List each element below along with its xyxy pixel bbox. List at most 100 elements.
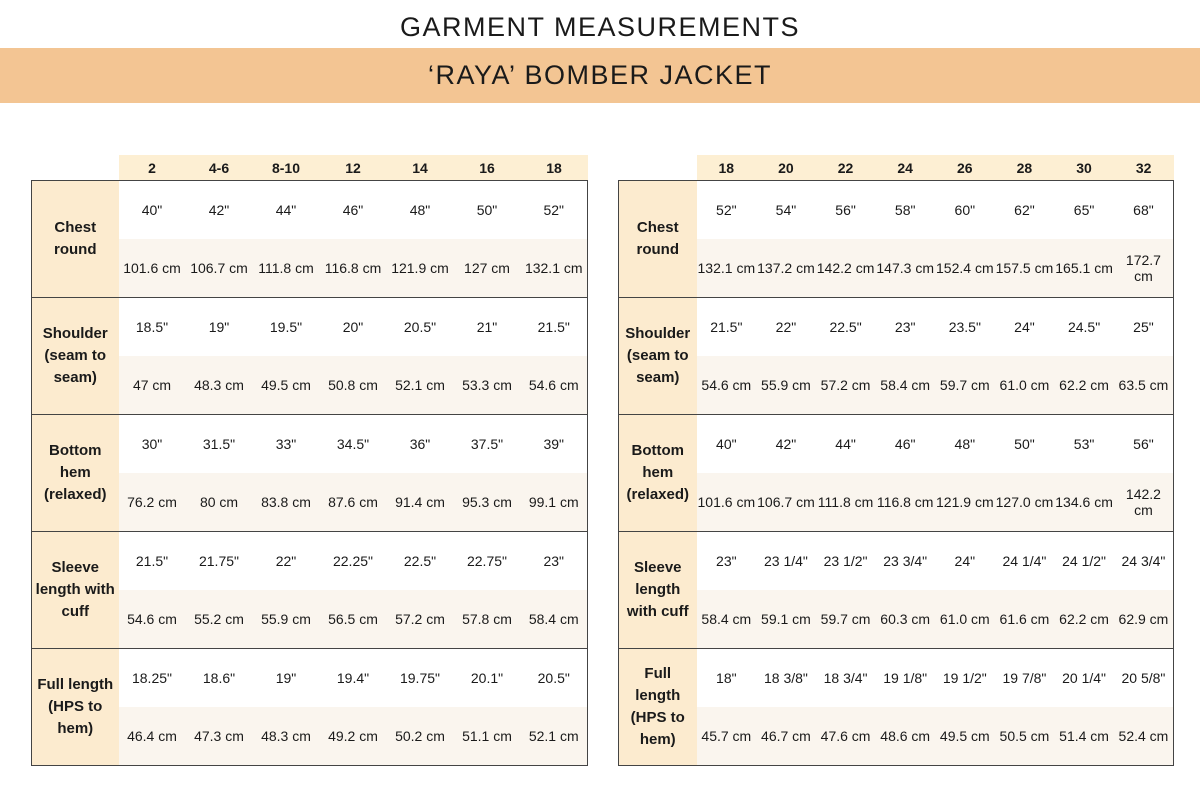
inch-value: 40" <box>696 414 757 473</box>
inch-value: 24 1/2" <box>1054 531 1114 590</box>
measurement-label: Full length (HPS to hem) <box>31 648 119 766</box>
cm-value: 95.3 cm <box>453 473 521 532</box>
measurement-group: Full length (HPS to hem) 18" 18 3/8" 18 3/4… <box>618 648 1174 766</box>
subtitle-band <box>0 48 1200 103</box>
inch-value: 33" <box>252 414 320 473</box>
cm-value: 59.7 cm <box>815 590 876 649</box>
inch-row: Shoulder (seam to seam) 18.5" 19" 19.5" 20" 2… <box>31 297 588 415</box>
cm-value: 46.7 cm <box>756 707 816 766</box>
cm-value: 116.8 cm <box>875 473 935 532</box>
cm-value: 50.8 cm <box>319 356 387 415</box>
inch-value: 42" <box>756 414 816 473</box>
cm-value: 99.1 cm <box>520 473 588 532</box>
inch-value: 36" <box>386 414 454 473</box>
cm-value: 50.5 cm <box>994 707 1055 766</box>
inch-value: 18.25" <box>118 648 186 707</box>
cm-value: 47.6 cm <box>815 707 876 766</box>
inch-value: 22.5" <box>386 531 454 590</box>
cm-row: 132.1 cm 137.2 cm 142.2 cm 147.3 cm 152.4 cm… <box>619 239 1174 298</box>
size-header: 12 <box>319 155 387 181</box>
measurement-label: Chest round <box>31 180 119 298</box>
inch-value: 18.6" <box>185 648 253 707</box>
inch-value: 21" <box>453 297 521 356</box>
inch-value: 39" <box>520 414 588 473</box>
inch-row: Chest round 40" 42" 44" 46" 48" 50" 52" <box>31 180 588 298</box>
inch-row: Chest round 52" 54" 56" 58" 60" 62" 65" 68" <box>618 180 1174 298</box>
cm-value: 52.1 cm <box>386 356 454 415</box>
cm-value: 56.5 cm <box>319 590 387 649</box>
inch-value: 18.5" <box>118 297 186 356</box>
measurement-label: Shoulder (seam to seam) <box>618 297 697 415</box>
cm-value: 165.1 cm <box>1054 239 1114 298</box>
inch-value: 24" <box>935 531 995 590</box>
size-header: 18 <box>520 155 588 181</box>
inch-value: 23" <box>696 531 757 590</box>
cm-value: 51.4 cm <box>1054 707 1114 766</box>
cm-value: 116.8 cm <box>319 239 387 298</box>
cm-value: 47.3 cm <box>185 707 253 766</box>
cm-row: 46.4 cm 47.3 cm 48.3 cm 49.2 cm 50.2 cm 51.1 … <box>32 707 588 766</box>
inch-value: 19.75" <box>386 648 454 707</box>
cm-value: 142.2 cm <box>1113 473 1174 532</box>
cm-value: 51.1 cm <box>453 707 521 766</box>
cm-value: 58.4 cm <box>520 590 588 649</box>
inch-value: 42" <box>185 180 253 239</box>
inch-row: Full length (HPS to hem) 18" 18 3/8" 18 3/4… <box>618 648 1174 766</box>
inch-row: Sleeve length with cuff 21.5" 21.75" 22" 22.… <box>31 531 588 649</box>
size-header: 30 <box>1054 155 1114 181</box>
inch-value: 56" <box>1113 414 1174 473</box>
inch-value: 19" <box>185 297 253 356</box>
cm-value: 46.4 cm <box>118 707 186 766</box>
inch-value: 52" <box>520 180 588 239</box>
header-corner <box>31 155 119 181</box>
cm-value: 87.6 cm <box>319 473 387 532</box>
inch-value: 20 5/8" <box>1113 648 1174 707</box>
cm-value: 47 cm <box>118 356 186 415</box>
inch-value: 20.1" <box>453 648 521 707</box>
size-header: 28 <box>994 155 1055 181</box>
cm-value: 91.4 cm <box>386 473 454 532</box>
inch-value: 37.5" <box>453 414 521 473</box>
inch-value: 21.75" <box>185 531 253 590</box>
cm-row: 45.7 cm 46.7 cm 47.6 cm 48.6 cm 49.5 cm 50.5 … <box>619 707 1174 766</box>
cm-value: 80 cm <box>185 473 253 532</box>
cm-value: 157.5 cm <box>994 239 1055 298</box>
inch-value: 53" <box>1054 414 1114 473</box>
inch-value: 44" <box>815 414 876 473</box>
inch-value: 52" <box>696 180 757 239</box>
cm-row: 47 cm 48.3 cm 49.5 cm 50.8 cm 52.1 cm 53.3 cm… <box>32 356 588 415</box>
inch-value: 24.5" <box>1054 297 1114 356</box>
page-title: GARMENT MEASUREMENTS <box>399 12 801 42</box>
cm-value: 61.6 cm <box>994 590 1055 649</box>
inch-value: 46" <box>319 180 387 239</box>
inch-value: 19 1/8" <box>875 648 935 707</box>
cm-value: 111.8 cm <box>815 473 876 532</box>
inch-value: 25" <box>1113 297 1174 356</box>
inch-value: 30" <box>118 414 186 473</box>
measurement-label: Chest round <box>618 180 697 298</box>
inch-value: 44" <box>252 180 320 239</box>
inch-value: 24 1/4" <box>994 531 1055 590</box>
cm-value: 106.7 cm <box>756 473 816 532</box>
inch-value: 21.5" <box>696 297 757 356</box>
cm-value: 111.8 cm <box>252 239 320 298</box>
cm-value: 48.3 cm <box>185 356 253 415</box>
cm-value: 132.1 cm <box>696 239 757 298</box>
inch-value: 50" <box>453 180 521 239</box>
inch-row: Bottom hem (relaxed) 30" 31.5" 33" 34.5" 36" 3… <box>31 414 588 532</box>
inch-value: 21.5" <box>520 297 588 356</box>
measurement-group: Full length (HPS to hem) 18.25" 18.6" 19" 19… <box>31 648 588 766</box>
inch-value: 23 1/4" <box>756 531 816 590</box>
cm-value: 121.9 cm <box>935 473 995 532</box>
measurement-label: Shoulder (seam to seam) <box>31 297 119 415</box>
cm-value: 57.2 cm <box>386 590 454 649</box>
cm-value: 127 cm <box>453 239 521 298</box>
inch-value: 20.5" <box>386 297 454 356</box>
cm-value: 61.0 cm <box>935 590 995 649</box>
size-header: 16 <box>453 155 521 181</box>
inch-value: 24" <box>994 297 1055 356</box>
cm-value: 142.2 cm <box>815 239 876 298</box>
inch-value: 20" <box>319 297 387 356</box>
cm-value: 53.3 cm <box>453 356 521 415</box>
inch-value: 31.5" <box>185 414 253 473</box>
